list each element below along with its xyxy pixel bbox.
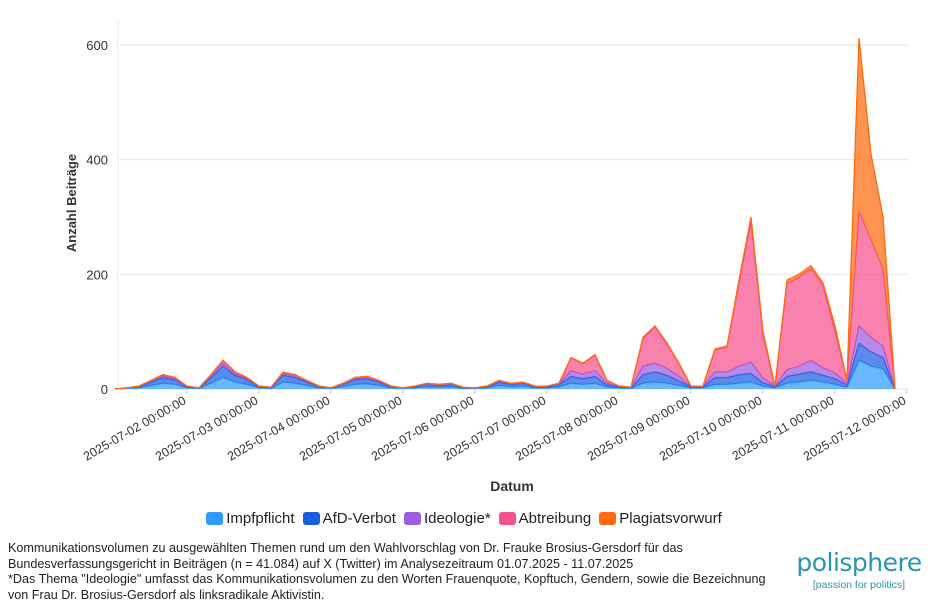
caption-line: Kommunikationsvolumen zu ausgewählten Th…	[8, 541, 683, 555]
legend: Impfpflicht AfD-Verbot Ideologie* Abtreibun…	[0, 510, 928, 527]
area-abtreibung	[115, 211, 895, 389]
logo-name: polisphere	[796, 548, 922, 577]
legend-item[interactable]: Abtreibung	[498, 510, 592, 527]
caption-line: von Frau Dr. Brosius-Gersdorf als linksr…	[8, 587, 325, 602]
legend-label: Plagiatsvorwurf	[619, 510, 722, 527]
legend-label: Abtreibung	[518, 510, 592, 527]
legend-label: Impfpflicht	[226, 510, 295, 527]
legend-item[interactable]: Plagiatsvorwurf	[599, 510, 722, 527]
legend-item[interactable]: AfD-Verbot	[302, 510, 396, 527]
legend-swatch	[599, 512, 617, 525]
polisphere-logo: polisphere [passion for politics]	[796, 548, 922, 591]
caption-line: *Das Thema "Ideologie" umfasst das Kommu…	[8, 572, 766, 586]
legend-label: AfD-Verbot	[322, 510, 396, 527]
legend-label: Ideologie*	[423, 510, 491, 527]
legend-swatch	[403, 512, 421, 525]
area-plagiatsvorwurf	[115, 38, 895, 390]
line-plagiatsvorwurf	[114, 38, 896, 390]
y-tick-label: 600	[86, 38, 108, 53]
legend-swatch	[206, 512, 224, 525]
y-axis-title: Anzahl Beiträge	[64, 154, 79, 252]
legend-item[interactable]: Ideologie*	[403, 510, 491, 527]
legend-swatch	[498, 512, 516, 525]
y-tick-label: 0	[101, 382, 108, 397]
x-axis-title: Datum	[490, 478, 534, 494]
legend-swatch	[302, 512, 320, 525]
area-impfpflicht	[115, 360, 895, 389]
caption: Kommunikationsvolumen zu ausgewählten Th…	[8, 541, 788, 603]
logo-tagline: [passion for politics]	[812, 579, 906, 591]
y-tick-label: 400	[86, 153, 108, 168]
caption-line: Bundesverfassungsgericht in Beiträgen (n…	[8, 556, 634, 571]
legend-item[interactable]: Impfpflicht	[206, 510, 295, 527]
y-tick-label: 200	[86, 267, 108, 282]
